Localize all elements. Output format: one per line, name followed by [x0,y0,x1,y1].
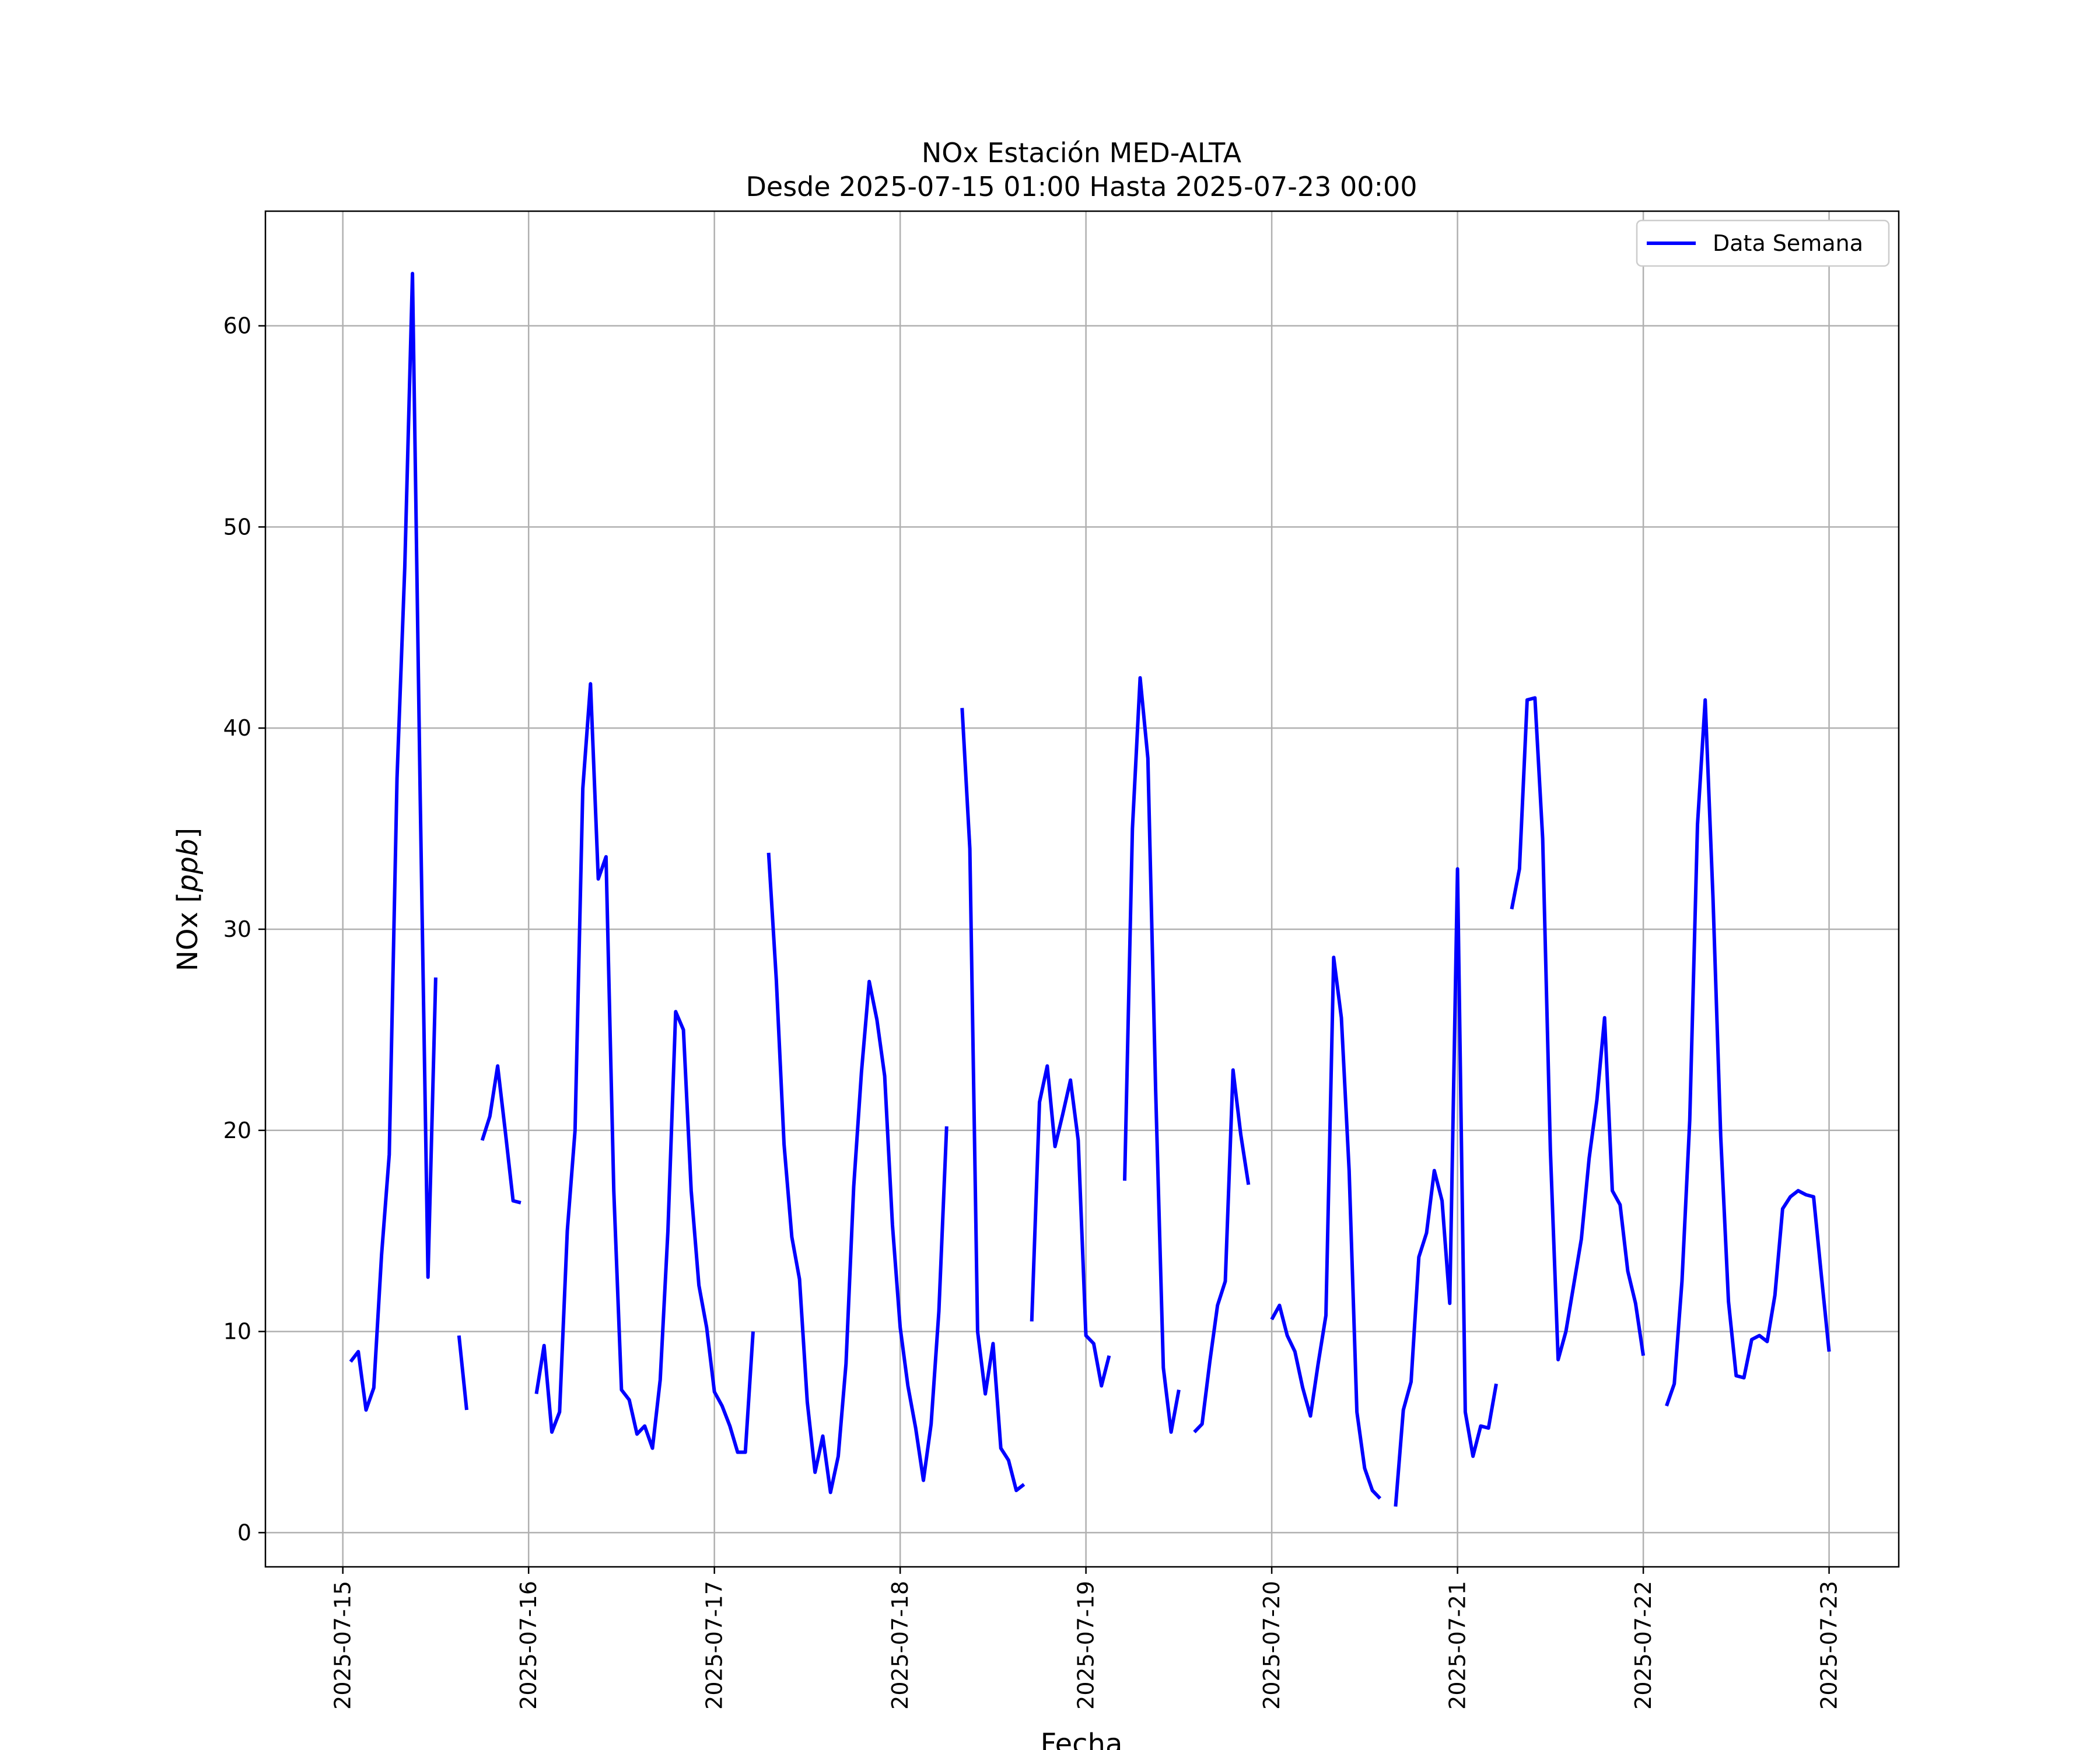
x-tick-label: 2025-07-19 [1073,1581,1099,1710]
y-tick-label: 40 [223,715,251,741]
x-tick-label: 2025-07-17 [702,1581,727,1710]
y-tick-label: 0 [237,1520,251,1545]
series-layer [349,271,1831,1507]
y-tick-label: 30 [223,916,251,942]
chart-title: NOx Estación MED-ALTA [922,137,1242,169]
series-line-segment [1394,867,1498,1507]
y-tick-label: 50 [223,514,251,540]
x-tick-label: 2025-07-22 [1630,1581,1656,1710]
y-axis-label-italic: ppb [172,839,204,892]
legend: Data Semana [1636,219,1890,267]
legend-box [1636,219,1890,267]
y-axis-label-close: ] [172,828,204,839]
series-line-segment [534,682,755,1454]
y-axis-label: NOx [ppb] [172,828,204,971]
x-tick-label: 2025-07-20 [1259,1581,1284,1710]
series-line-segment [1030,1064,1111,1388]
series-line-segment [766,852,949,1494]
series-line-segment [1510,696,1646,1362]
series-line-segment [1270,956,1382,1500]
y-tick-label: 10 [223,1319,251,1345]
y-axis-label-plain: NOx [ [172,892,204,971]
x-axis-label: Fecha [1041,1728,1123,1750]
series-line-segment [1123,676,1181,1434]
axis-ticks: 0 10 20 30 40 50 60 2025-07-15 2025-07-16 2025-07… [223,313,1842,1710]
x-tick-label: 2025-07-23 [1817,1581,1842,1710]
y-tick-label: 60 [223,313,251,339]
x-tick-label: 2025-07-16 [516,1581,541,1710]
chart-subtitle: Desde 2025-07-15 01:00 Hasta 2025-07-23 … [746,171,1417,202]
series-line-segment [480,1064,522,1205]
x-tick-label: 2025-07-21 [1445,1581,1471,1710]
series-line-segment [1193,1068,1251,1434]
grid [265,211,1899,1567]
series-line-segment [960,708,1026,1492]
x-tick-label: 2025-07-15 [330,1581,356,1710]
series-line-segment [1665,698,1831,1407]
y-tick-label: 20 [223,1118,251,1143]
series-line-segment [349,271,438,1412]
series-line-segment [457,1335,468,1410]
legend-label-data-semana: Data Semana [1713,230,1863,256]
plot-frame [264,210,1900,1568]
x-tick-label: 2025-07-18 [887,1581,913,1710]
